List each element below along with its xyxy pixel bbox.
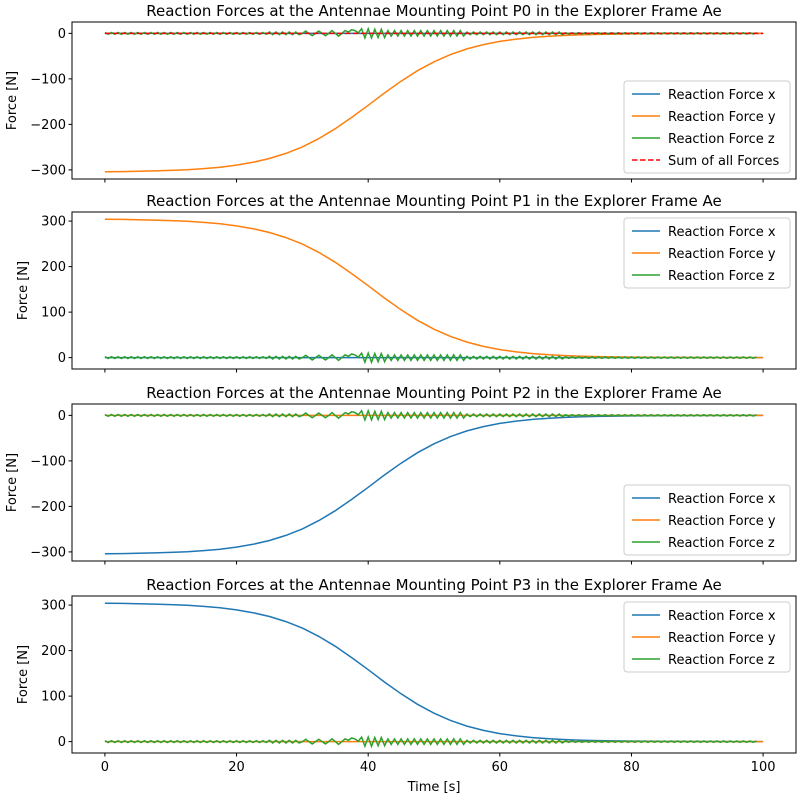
axes-frame <box>71 21 797 180</box>
legend: Reaction Force x Reaction Force y Reaction… <box>623 80 791 174</box>
legend-label: Reaction Force y <box>668 514 776 529</box>
legend-label: Reaction Force y <box>668 247 776 262</box>
y-tick-label: 300 <box>41 215 66 230</box>
legend-label: Reaction Force x <box>668 492 776 507</box>
legend-label: Sum of all Forces <box>668 154 779 169</box>
legend-label: Reaction Force z <box>668 132 775 147</box>
plot-area <box>104 408 764 555</box>
legend: Reaction Force x Reaction Force y Reaction… <box>623 601 791 673</box>
y-tick-label: −300 <box>30 545 66 560</box>
axes-frame <box>71 595 797 754</box>
plot-area <box>104 602 764 749</box>
series-line-reaction-force-z <box>104 26 757 41</box>
y-tick-label: −100 <box>30 72 66 87</box>
legend: Reaction Force x Reaction Force y Reaction… <box>623 484 791 556</box>
y-tick-label: −200 <box>30 500 66 515</box>
x-tick-label: 100 <box>751 760 776 775</box>
legend-label: Reaction Force x <box>668 609 776 624</box>
subplot-2: Reaction Forces at the Antennae Mounting… <box>5 384 797 565</box>
legend-label: Reaction Force x <box>668 225 776 240</box>
y-axis-label: Force [N] <box>16 645 31 704</box>
y-tick-label: 100 <box>41 690 66 705</box>
y-tick-label: 200 <box>41 260 66 275</box>
plot-area <box>104 218 764 365</box>
axes-frame <box>71 211 797 370</box>
y-tick-label: 200 <box>41 644 66 659</box>
legend: Reaction Force x Reaction Force y Reaction… <box>623 217 791 289</box>
subplot-title: Reaction Forces at the Antennae Mounting… <box>146 192 722 210</box>
y-tick-label: −100 <box>30 454 66 469</box>
series-line-reaction-force-z <box>104 350 757 365</box>
y-axis-label: Force [N] <box>16 261 31 320</box>
series-line-reaction-force-z <box>104 734 757 749</box>
series-line-reaction-force-z <box>104 408 757 423</box>
legend-label: Reaction Force x <box>668 88 776 103</box>
x-tick-label: 80 <box>623 760 640 775</box>
y-tick-label: 0 <box>58 351 66 366</box>
subplot-1: Reaction Forces at the Antennae Mounting… <box>16 192 797 373</box>
subplot-title: Reaction Forces at the Antennae Mounting… <box>146 384 722 402</box>
legend-label: Reaction Force z <box>668 536 775 551</box>
legend-label: Reaction Force y <box>668 110 776 125</box>
legend-label: Reaction Force z <box>668 653 775 668</box>
subplot-0: Reaction Forces at the Antennae Mounting… <box>5 2 797 183</box>
y-tick-label: −200 <box>30 118 66 133</box>
legend-box <box>623 217 791 289</box>
x-tick-label: 20 <box>228 760 245 775</box>
legend-box <box>623 601 791 673</box>
subplot-3: Reaction Forces at the Antennae Mounting… <box>16 576 797 795</box>
x-tick-label: 60 <box>492 760 509 775</box>
y-tick-label: 300 <box>41 599 66 614</box>
y-tick-label: −300 <box>30 163 66 178</box>
x-tick-label: 0 <box>101 760 109 775</box>
legend-label: Reaction Force y <box>668 631 776 646</box>
subplot-title: Reaction Forces at the Antennae Mounting… <box>146 576 722 594</box>
legend-label: Reaction Force z <box>668 269 775 284</box>
legend-box <box>623 484 791 556</box>
plot-area <box>104 26 764 173</box>
y-tick-label: 0 <box>58 27 66 42</box>
x-axis-label: Time [s] <box>407 780 461 795</box>
subplot-title: Reaction Forces at the Antennae Mounting… <box>146 2 722 20</box>
y-tick-label: 0 <box>58 735 66 750</box>
legend-box <box>623 80 791 174</box>
y-axis-label: Force [N] <box>5 71 20 130</box>
y-tick-label: 100 <box>41 306 66 321</box>
y-tick-label: 0 <box>58 409 66 424</box>
y-axis-label: Force [N] <box>5 453 20 512</box>
axes-frame <box>71 403 797 562</box>
x-tick-label: 40 <box>360 760 377 775</box>
